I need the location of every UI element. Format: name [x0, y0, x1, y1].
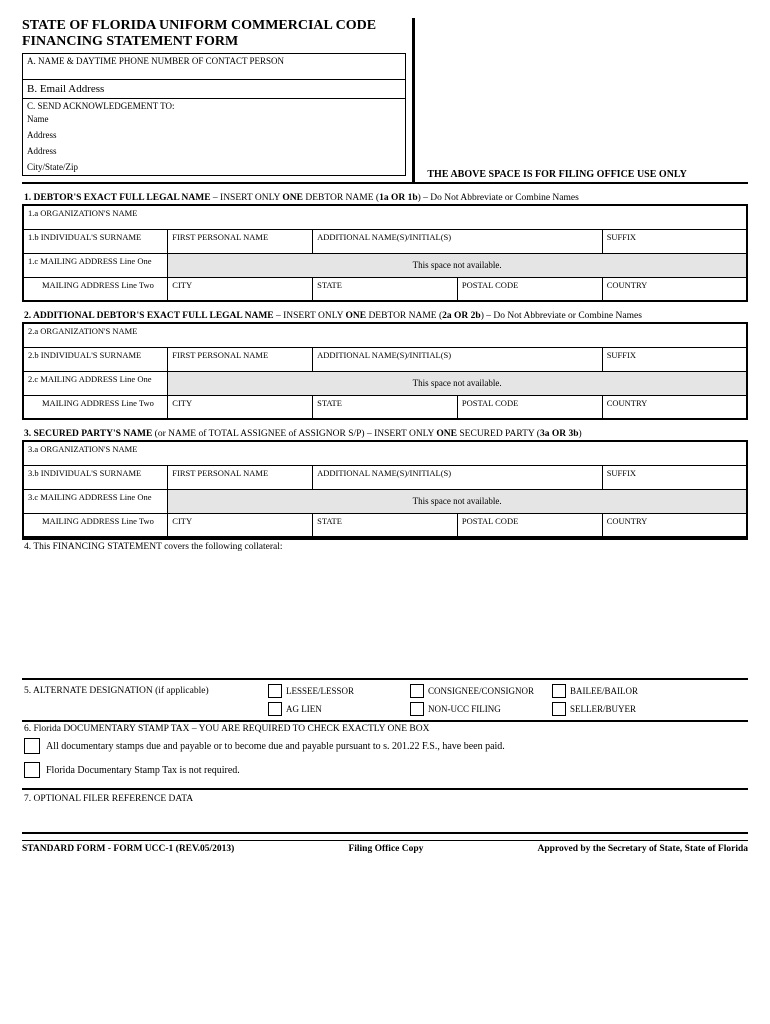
opt-seller: SELLER/BUYER [570, 704, 690, 714]
s3-country[interactable]: COUNTRY [602, 513, 747, 537]
s5-label: 5. ALTERNATE DESIGNATION (if applicable) [24, 686, 264, 696]
chk-consignee[interactable] [410, 684, 424, 698]
opt-consignee: CONSIGNEE/CONSIGNOR [428, 686, 548, 696]
s1-org[interactable]: 1.a ORGANIZATION'S NAME [23, 205, 747, 229]
contact-a[interactable]: A. NAME & DAYTIME PHONE NUMBER OF CONTAC… [23, 54, 405, 80]
s1-na: This space not available. [168, 253, 747, 277]
office-note: THE ABOVE SPACE IS FOR FILING OFFICE USE… [423, 169, 748, 180]
s3-first[interactable]: FIRST PERSONAL NAME [168, 465, 313, 489]
s3-addr1[interactable]: 3.c MAILING ADDRESS Line One [23, 489, 168, 513]
s3-table: 3.a ORGANIZATION'S NAME 3.b INDIVIDUAL'S… [22, 440, 748, 538]
section-2: 2. ADDITIONAL DEBTOR'S EXACT FULL LEGAL … [22, 310, 748, 420]
chk-seller[interactable] [552, 702, 566, 716]
s3-surname[interactable]: 3.b INDIVIDUAL'S SURNAME [23, 465, 168, 489]
footer: STANDARD FORM - FORM UCC-1 (REV.05/2013)… [22, 840, 748, 854]
opt-aglien: AG LIEN [286, 704, 406, 714]
chk-tax-paid[interactable] [24, 738, 40, 754]
section-6: 6. Florida DOCUMENTARY STAMP TAX – YOU A… [22, 722, 748, 788]
chk-bailee[interactable] [552, 684, 566, 698]
section-5: 5. ALTERNATE DESIGNATION (if applicable)… [22, 678, 748, 722]
form-title: STATE OF FLORIDA UNIFORM COMMERCIAL CODE… [22, 18, 412, 50]
s1-addr2[interactable]: MAILING ADDRESS Line Two [23, 277, 168, 301]
s1-suffix[interactable]: SUFFIX [602, 229, 747, 253]
s2-addr1[interactable]: 2.c MAILING ADDRESS Line One [23, 371, 168, 395]
s1-postal[interactable]: POSTAL CODE [457, 277, 602, 301]
s2-addr2[interactable]: MAILING ADDRESS Line Two [23, 395, 168, 419]
s2-surname[interactable]: 2.b INDIVIDUAL'S SURNAME [23, 347, 168, 371]
s1-addr1[interactable]: 1.c MAILING ADDRESS Line One [23, 253, 168, 277]
section-4[interactable]: 4. This FINANCING STATEMENT covers the f… [22, 538, 748, 678]
s2-first[interactable]: FIRST PERSONAL NAME [168, 347, 313, 371]
s3-city[interactable]: CITY [168, 513, 313, 537]
ack-addr1: Address [27, 130, 401, 140]
opt-tax-na: Florida Documentary Stamp Tax is not req… [46, 765, 240, 776]
s2-na: This space not available. [168, 371, 747, 395]
s3-suffix[interactable]: SUFFIX [602, 465, 747, 489]
contact-box: A. NAME & DAYTIME PHONE NUMBER OF CONTAC… [22, 53, 406, 176]
s1-table: 1.a ORGANIZATION'S NAME 1.b INDIVIDUAL'S… [22, 204, 748, 302]
s2-table: 2.a ORGANIZATION'S NAME 2.b INDIVIDUAL'S… [22, 322, 748, 420]
ack-csz: City/State/Zip [27, 162, 401, 172]
opt-nonucc: NON-UCC FILING [428, 704, 548, 714]
footer-right: Approved by the Secretary of State, Stat… [538, 844, 748, 854]
s6-head: 6. Florida DOCUMENTARY STAMP TAX – YOU A… [24, 724, 746, 734]
header-right: THE ABOVE SPACE IS FOR FILING OFFICE USE… [415, 18, 748, 182]
ack-addr2: Address [27, 146, 401, 156]
chk-nonucc[interactable] [410, 702, 424, 716]
s1-country[interactable]: COUNTRY [602, 277, 747, 301]
s1-first[interactable]: FIRST PERSONAL NAME [168, 229, 313, 253]
opt-bailee: BAILEE/BAILOR [570, 686, 690, 696]
chk-lessee[interactable] [268, 684, 282, 698]
s1-head: 1. DEBTOR'S EXACT FULL LEGAL NAME – INSE… [22, 192, 748, 204]
s3-org[interactable]: 3.a ORGANIZATION'S NAME [23, 441, 747, 465]
s2-postal[interactable]: POSTAL CODE [457, 395, 602, 419]
contact-b[interactable]: B. Email Address [23, 80, 405, 99]
section-7[interactable]: 7. OPTIONAL FILER REFERENCE DATA [22, 788, 748, 834]
s2-city[interactable]: CITY [168, 395, 313, 419]
ack-head: C. SEND ACKNOWLEDGEMENT TO: [27, 101, 401, 111]
s3-postal[interactable]: POSTAL CODE [457, 513, 602, 537]
section-3: 3. SECURED PARTY'S NAME (or NAME of TOTA… [22, 428, 748, 538]
s1-addl[interactable]: ADDITIONAL NAME(S)/INITIAL(S) [313, 229, 603, 253]
opt-lessee: LESSEE/LESSOR [286, 686, 406, 696]
s2-org[interactable]: 2.a ORGANIZATION'S NAME [23, 323, 747, 347]
s2-head: 2. ADDITIONAL DEBTOR'S EXACT FULL LEGAL … [22, 310, 748, 322]
footer-left: STANDARD FORM - FORM UCC-1 (REV.05/2013) [22, 844, 234, 854]
title-line1: STATE OF FLORIDA UNIFORM COMMERCIAL CODE [22, 18, 376, 33]
s2-suffix[interactable]: SUFFIX [602, 347, 747, 371]
opt-tax-paid: All documentary stamps due and payable o… [46, 741, 505, 752]
s2-addl[interactable]: ADDITIONAL NAME(S)/INITIAL(S) [313, 347, 603, 371]
s3-state[interactable]: STATE [313, 513, 458, 537]
s1-state[interactable]: STATE [313, 277, 458, 301]
s1-surname[interactable]: 1.b INDIVIDUAL'S SURNAME [23, 229, 168, 253]
s3-head: 3. SECURED PARTY'S NAME (or NAME of TOTA… [22, 428, 748, 440]
s1-city[interactable]: CITY [168, 277, 313, 301]
contact-c[interactable]: C. SEND ACKNOWLEDGEMENT TO: Name Address… [23, 99, 405, 175]
footer-mid: Filing Office Copy [348, 844, 423, 854]
s2-state[interactable]: STATE [313, 395, 458, 419]
section-1: 1. DEBTOR'S EXACT FULL LEGAL NAME – INSE… [22, 192, 748, 302]
chk-tax-na[interactable] [24, 762, 40, 778]
s3-na: This space not available. [168, 489, 747, 513]
s3-addl[interactable]: ADDITIONAL NAME(S)/INITIAL(S) [313, 465, 603, 489]
chk-aglien[interactable] [268, 702, 282, 716]
s2-country[interactable]: COUNTRY [602, 395, 747, 419]
ack-name: Name [27, 114, 401, 124]
header-row: STATE OF FLORIDA UNIFORM COMMERCIAL CODE… [22, 18, 748, 184]
s3-addr2[interactable]: MAILING ADDRESS Line Two [23, 513, 168, 537]
title-line2: FINANCING STATEMENT FORM [22, 34, 238, 49]
header-left: STATE OF FLORIDA UNIFORM COMMERCIAL CODE… [22, 18, 412, 182]
